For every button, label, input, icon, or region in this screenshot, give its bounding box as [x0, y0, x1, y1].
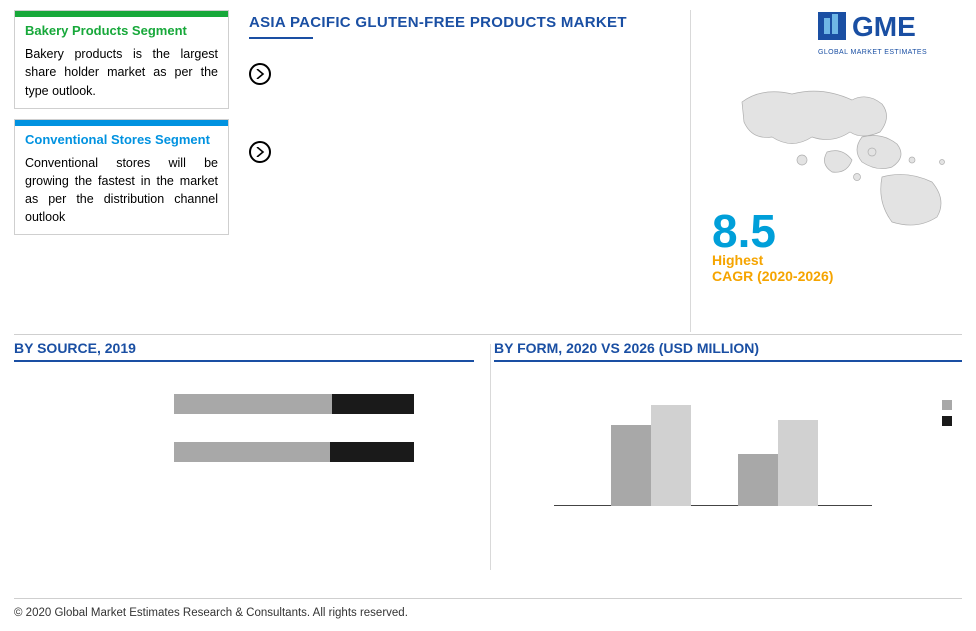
- card-title: Conventional Stores Segment: [15, 126, 228, 150]
- legend-item: [942, 416, 958, 426]
- bottom-row: BY SOURCE, 2019 BY FORM, 2020 VS 2026 (U…: [0, 330, 976, 566]
- vchart: [554, 376, 872, 526]
- vbar: [611, 425, 651, 506]
- legend-item: [942, 400, 958, 410]
- card-body: Conventional stores will be growing the …: [15, 150, 228, 235]
- vertical-divider: [690, 10, 691, 332]
- vbar: [738, 454, 778, 506]
- right-column: GME GLOBAL MARKET ESTIMATES: [712, 10, 962, 330]
- legend-swatch: [942, 400, 952, 410]
- card-bakery: Bakery Products Segment Bakery products …: [14, 10, 229, 109]
- footer-divider: [14, 598, 962, 599]
- hbar-segment: [174, 442, 330, 462]
- bullet-row-2: [249, 141, 692, 163]
- card-title: Bakery Products Segment: [15, 17, 228, 41]
- chart-baseline: [554, 505, 872, 506]
- hbar-segment: [332, 394, 414, 414]
- mid-column: ASIA PACIFIC GLUTEN-FREE PRODUCTS MARKET: [249, 10, 692, 330]
- left-column: Bakery Products Segment Bakery products …: [14, 10, 229, 330]
- logo-sub: GLOBAL MARKET ESTIMATES: [818, 49, 927, 56]
- vbar: [651, 405, 691, 506]
- cagr-label-range: CAGR (2020-2026): [712, 268, 833, 284]
- logo-text: GME: [852, 11, 916, 42]
- hbar-row: [174, 394, 414, 414]
- chart-title: BY FORM, 2020 VS 2026 (USD MILLION): [494, 340, 962, 360]
- title-underline: [249, 37, 313, 39]
- bullet-row-1: [249, 63, 692, 85]
- gme-logo: GME GLOBAL MARKET ESTIMATES: [812, 6, 962, 60]
- page-title: ASIA PACIFIC GLUTEN-FREE PRODUCTS MARKET: [249, 10, 692, 31]
- hbar-segment: [174, 394, 332, 414]
- cagr-value: 8.5: [712, 208, 833, 254]
- legend-swatch: [942, 416, 952, 426]
- chart-title-underline: [494, 360, 962, 362]
- chart-title: BY SOURCE, 2019: [14, 340, 474, 360]
- card-body: Bakery products is the largest share hol…: [15, 41, 228, 107]
- vbar-group: [611, 405, 691, 506]
- hbar-segment: [330, 442, 414, 462]
- footer-copyright: © 2020 Global Market Estimates Research …: [14, 607, 408, 619]
- vbar: [778, 420, 818, 506]
- chart-title-underline: [14, 360, 474, 362]
- top-row: Bakery Products Segment Bakery products …: [0, 0, 976, 330]
- card-conventional: Conventional Stores Segment Conventional…: [14, 119, 229, 236]
- cagr-block: 8.5 Highest CAGR (2020-2026): [712, 208, 833, 284]
- chevron-right-icon: [249, 141, 271, 163]
- chevron-right-icon: [249, 63, 271, 85]
- form-chart: BY FORM, 2020 VS 2026 (USD MILLION): [494, 340, 962, 566]
- hbar-row: [174, 442, 414, 462]
- legend: [942, 400, 958, 432]
- vbar-group: [738, 420, 818, 506]
- source-chart: BY SOURCE, 2019: [14, 340, 474, 566]
- hbars: [14, 376, 474, 462]
